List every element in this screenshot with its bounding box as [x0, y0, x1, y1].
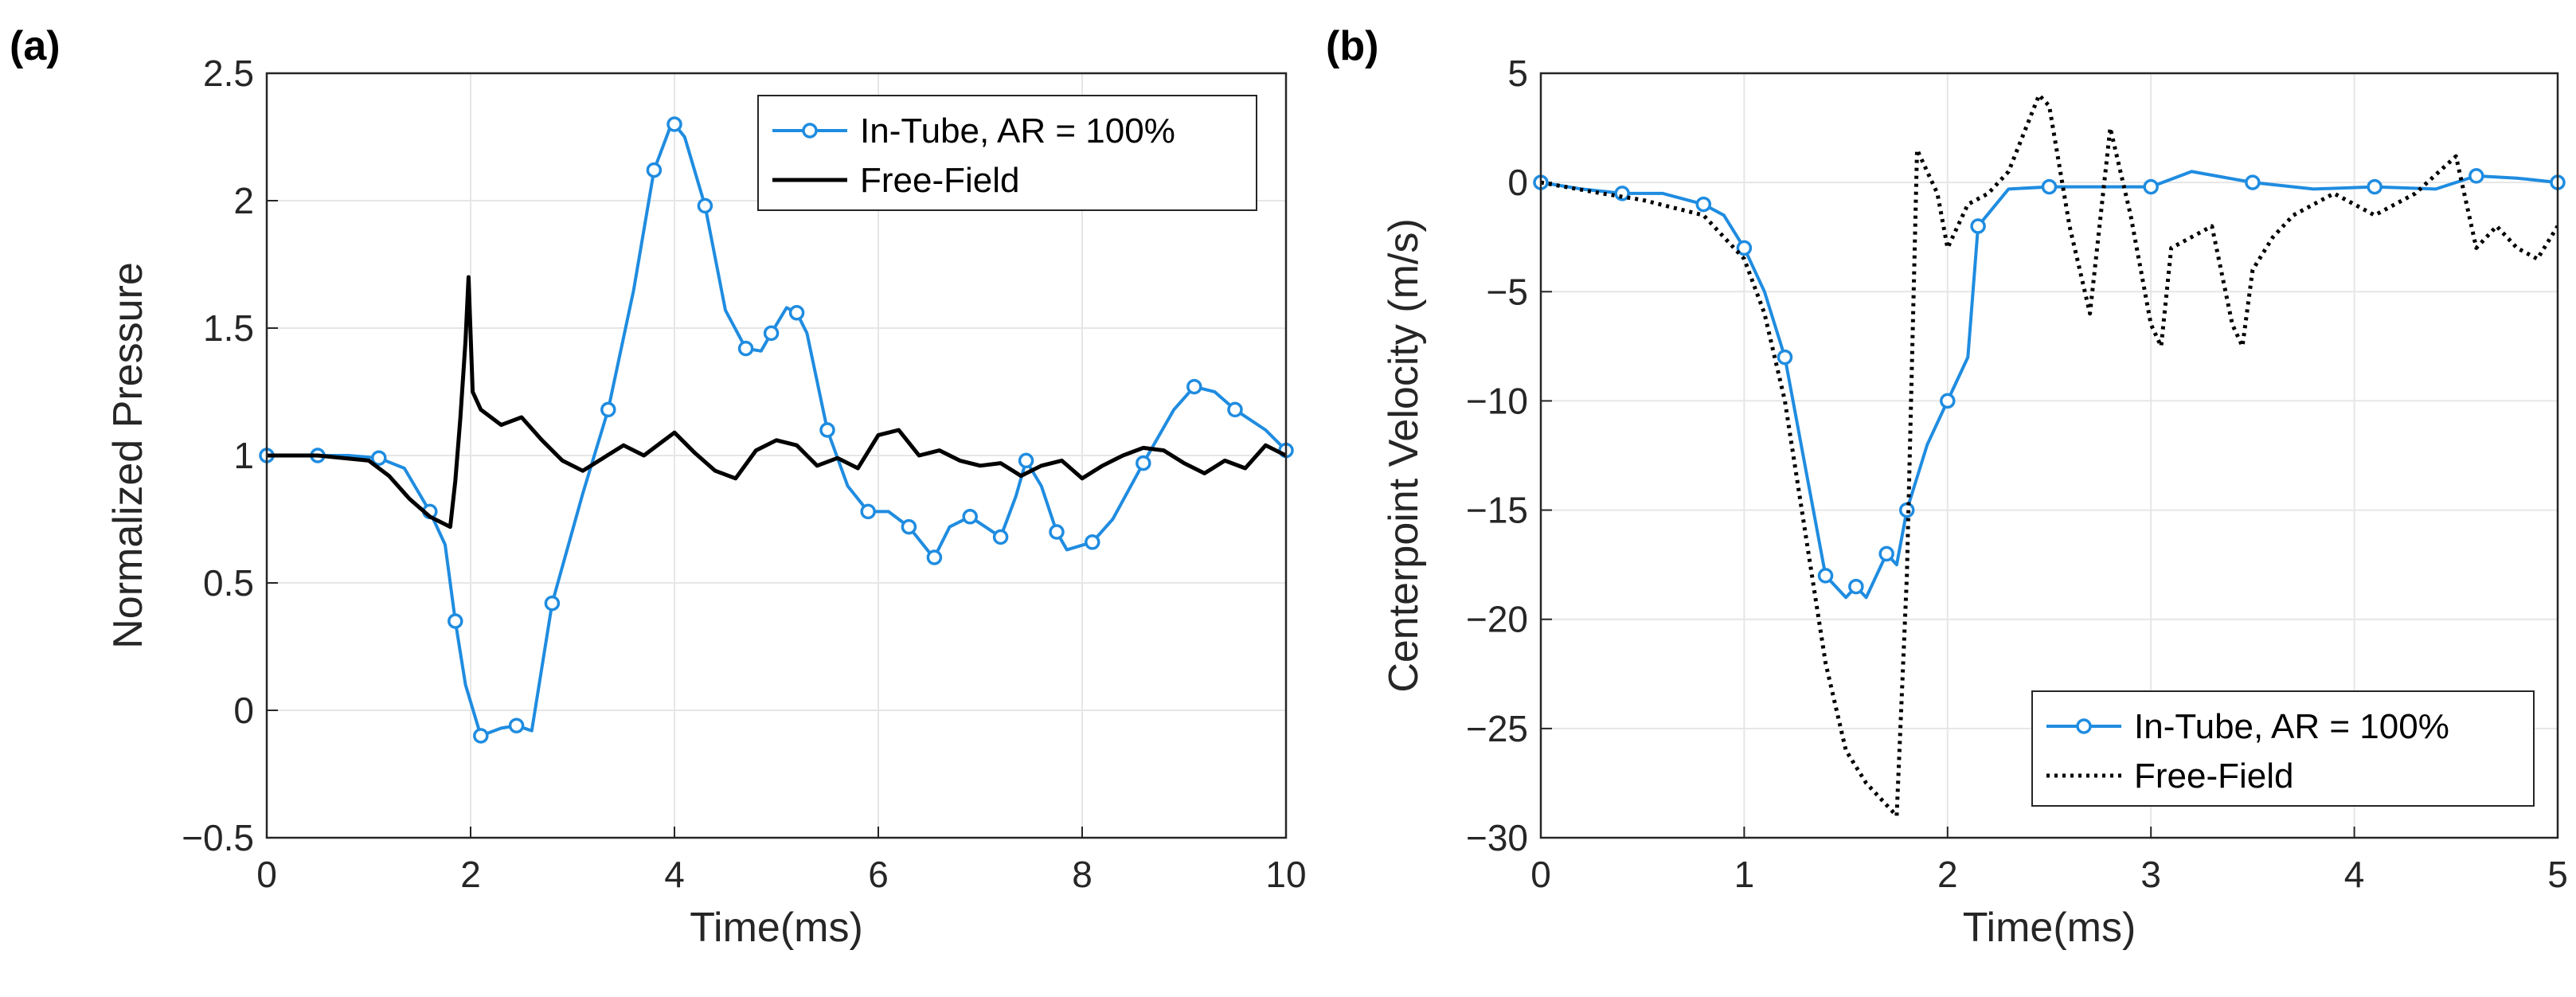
y-tick-label: 1.5	[203, 307, 254, 349]
series-point	[1970, 218, 1986, 234]
series-point	[737, 340, 754, 357]
series-point	[1736, 240, 1753, 256]
series-point	[860, 503, 876, 520]
x-tick-label: 4	[2344, 854, 2365, 895]
series-point	[1227, 401, 1243, 418]
series-line-0	[1541, 170, 2558, 600]
y-axis-label: Normalized Pressure	[105, 262, 151, 649]
series-point	[962, 509, 978, 525]
y-tick-label: 2.5	[203, 53, 254, 94]
series-point	[697, 197, 713, 214]
x-tick-label: 2	[460, 854, 481, 895]
series-line-0	[267, 123, 1286, 737]
legend-box	[2031, 690, 2535, 807]
x-axis-label: Time(ms)	[1963, 905, 2136, 951]
series-point	[788, 305, 805, 321]
series-point	[1049, 524, 1065, 540]
y-tick-label: 2	[233, 180, 254, 221]
axes-frame	[1539, 72, 2559, 839]
y-tick-label: −5	[1487, 271, 1528, 312]
series-point	[1186, 378, 1202, 395]
chart-panel-1: 0 1 2 3 4 5 −30 −25 −20 −15 −10 −5 0 5 Time(ms) Centerp…	[1326, 23, 2568, 951]
series-point	[544, 595, 561, 612]
series-point	[371, 450, 387, 466]
series-point	[819, 422, 835, 438]
series-point	[1695, 196, 1712, 213]
legend-marker	[802, 123, 818, 139]
x-tick-label: 0	[1530, 854, 1551, 895]
series-point	[1614, 186, 1630, 201]
legend-label-1: Free-Field	[860, 161, 1020, 200]
x-tick-label: 1	[1734, 854, 1755, 895]
chart-panel-0: 0 2 4 6 8 10−0.500.511.522.5Time(ms)Normalize…	[10, 23, 1307, 951]
series-point	[901, 518, 917, 535]
panel-label: (a)	[10, 23, 61, 69]
y-tick-label: −10	[1466, 380, 1528, 421]
panel-label: (b)	[1326, 23, 1378, 69]
y-tick-label: −30	[1466, 817, 1528, 858]
y-tick-label: −15	[1466, 490, 1528, 531]
legend-label-0: In-Tube, AR = 100%	[860, 111, 1175, 151]
x-tick-label: 3	[2140, 854, 2161, 895]
series-point	[1085, 534, 1100, 550]
y-tick-label: −25	[1466, 708, 1528, 749]
x-tick-label: 4	[664, 854, 685, 895]
y-tick-label: 5	[1507, 53, 1528, 94]
x-tick-label: 5	[2547, 854, 2568, 895]
series-point	[1878, 545, 1894, 562]
x-tick-label: 2	[1937, 854, 1958, 895]
y-tick-label: −20	[1466, 599, 1528, 640]
y-tick-label: −0.5	[182, 817, 254, 858]
series-point	[2367, 178, 2383, 195]
x-tick-label: 10	[1265, 854, 1306, 895]
series-point	[1018, 452, 1034, 469]
x-tick-label: 8	[1072, 854, 1093, 895]
series-line-1	[1541, 92, 2558, 819]
series-point	[1848, 578, 1864, 595]
series-point	[600, 401, 616, 418]
series-point	[2245, 174, 2261, 190]
legend: In-Tube, AR = 100% Free-Field	[2031, 690, 2535, 807]
y-tick-label: 0.5	[203, 562, 254, 604]
legend-label-0: In-Tube, AR = 100%	[2134, 707, 2449, 746]
legend-box	[757, 95, 1257, 211]
series-point	[2041, 178, 2058, 195]
series-point	[992, 529, 1009, 545]
series-point	[926, 549, 943, 565]
series-point	[1940, 393, 1956, 409]
legend-label-1: Free-Field	[2134, 757, 2294, 796]
axes-frame	[265, 72, 1288, 839]
series-point	[1777, 349, 1793, 366]
series-point	[666, 116, 682, 132]
series-point	[473, 728, 489, 744]
legend-marker	[2076, 718, 2092, 734]
series-point	[1136, 455, 1151, 471]
legend: In-Tube, AR = 100% Free-Field	[757, 95, 1257, 211]
x-tick-label: 6	[868, 854, 889, 895]
y-tick-label: 0	[1507, 162, 1528, 203]
x-tick-label: 0	[256, 854, 277, 895]
series-point	[763, 325, 780, 342]
y-tick-label: 1	[233, 435, 254, 476]
series-point	[1817, 568, 1834, 584]
x-axis-label: Time(ms)	[690, 905, 863, 951]
series-point	[508, 717, 525, 733]
series-point	[646, 162, 663, 178]
y-axis-label: Centerpoint Velocity (m/s)	[1381, 218, 1427, 692]
series-point	[2143, 178, 2159, 195]
series-line-1	[267, 275, 1286, 530]
series-point	[2469, 168, 2484, 184]
y-tick-label: 0	[233, 690, 254, 731]
series-point	[448, 613, 463, 629]
